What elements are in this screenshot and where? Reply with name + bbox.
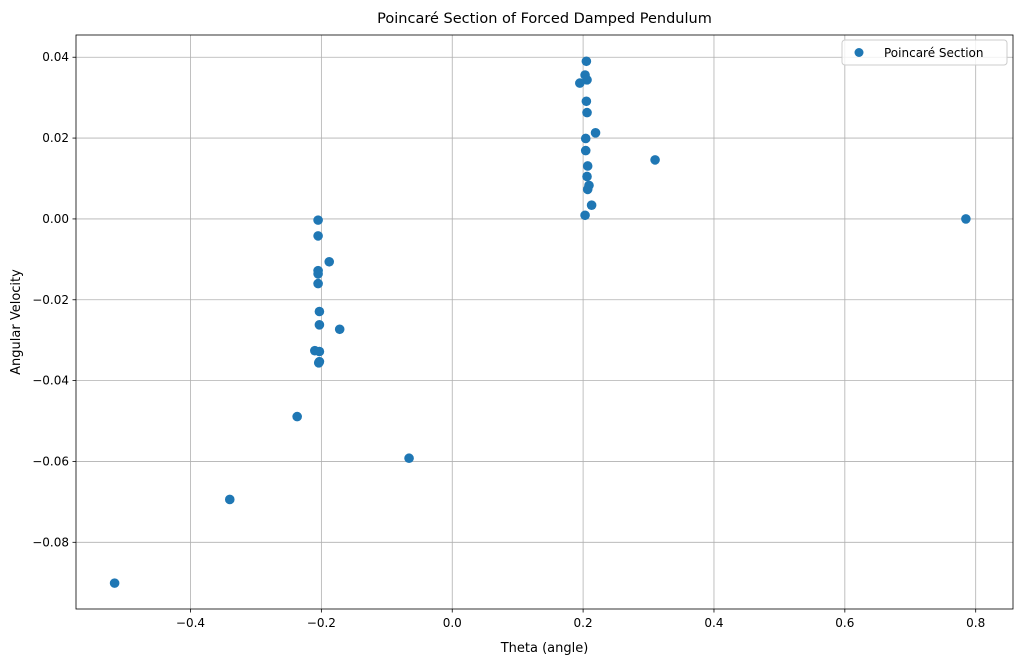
x-tick-label: 0.4 xyxy=(704,616,723,630)
data-point xyxy=(582,171,592,182)
data-point xyxy=(590,128,601,138)
data-point xyxy=(334,324,345,335)
data-point xyxy=(961,214,971,224)
data-point xyxy=(404,453,414,464)
y-tick-label: 0.02 xyxy=(42,131,69,145)
data-point xyxy=(313,269,323,279)
x-tick-label: −0.4 xyxy=(176,616,205,630)
x-tick-label: 0.0 xyxy=(443,616,462,630)
y-tick-label: 0.00 xyxy=(42,212,69,226)
data-point xyxy=(582,107,592,118)
data-point xyxy=(313,358,324,368)
plot-area-frame xyxy=(75,34,1014,610)
x-tick-label: 0.2 xyxy=(574,616,593,630)
data-point xyxy=(109,578,120,588)
data-point xyxy=(581,96,592,107)
data-point xyxy=(580,133,591,144)
data-point xyxy=(313,231,323,241)
chart-title: Poincaré Section of Forced Damped Pendul… xyxy=(377,11,712,27)
y-axis: −0.08 −0.06 −0.04 −0.02 0.00 0.02 0.04 xyxy=(32,50,76,549)
y-axis-title: Angular Velocity xyxy=(9,269,24,375)
data-point xyxy=(580,145,591,156)
data-point xyxy=(586,200,597,210)
data-point xyxy=(313,215,323,225)
y-tick-label: 0.04 xyxy=(42,50,69,64)
legend-label: Poincaré Section xyxy=(884,46,984,60)
y-tick-label: −0.02 xyxy=(32,293,69,307)
data-points xyxy=(109,56,971,588)
legend: Poincaré Section xyxy=(841,39,1008,66)
data-point xyxy=(580,210,590,221)
y-tick-label: −0.04 xyxy=(32,374,69,388)
data-point xyxy=(313,278,323,289)
y-tick-label: −0.08 xyxy=(32,535,69,549)
data-point xyxy=(324,256,335,267)
legend-box xyxy=(841,39,1008,66)
data-point xyxy=(650,155,660,165)
x-axis: −0.4 −0.2 0.0 0.2 0.4 0.6 0.8 xyxy=(176,609,985,630)
x-tick-label: −0.2 xyxy=(307,616,336,630)
data-point xyxy=(314,306,325,317)
data-point xyxy=(582,161,593,171)
data-point xyxy=(314,320,325,330)
data-point xyxy=(575,78,585,88)
x-tick-label: 0.8 xyxy=(966,616,985,630)
x-tick-label: 0.6 xyxy=(835,616,854,630)
data-point xyxy=(581,56,592,67)
y-tick-label: −0.06 xyxy=(32,454,69,468)
data-point xyxy=(582,184,593,195)
data-point xyxy=(292,411,302,422)
data-point xyxy=(582,75,592,85)
data-point xyxy=(224,494,235,505)
x-axis-title: Theta (angle) xyxy=(500,641,589,656)
data-point xyxy=(314,346,325,357)
legend-marker xyxy=(854,48,864,57)
